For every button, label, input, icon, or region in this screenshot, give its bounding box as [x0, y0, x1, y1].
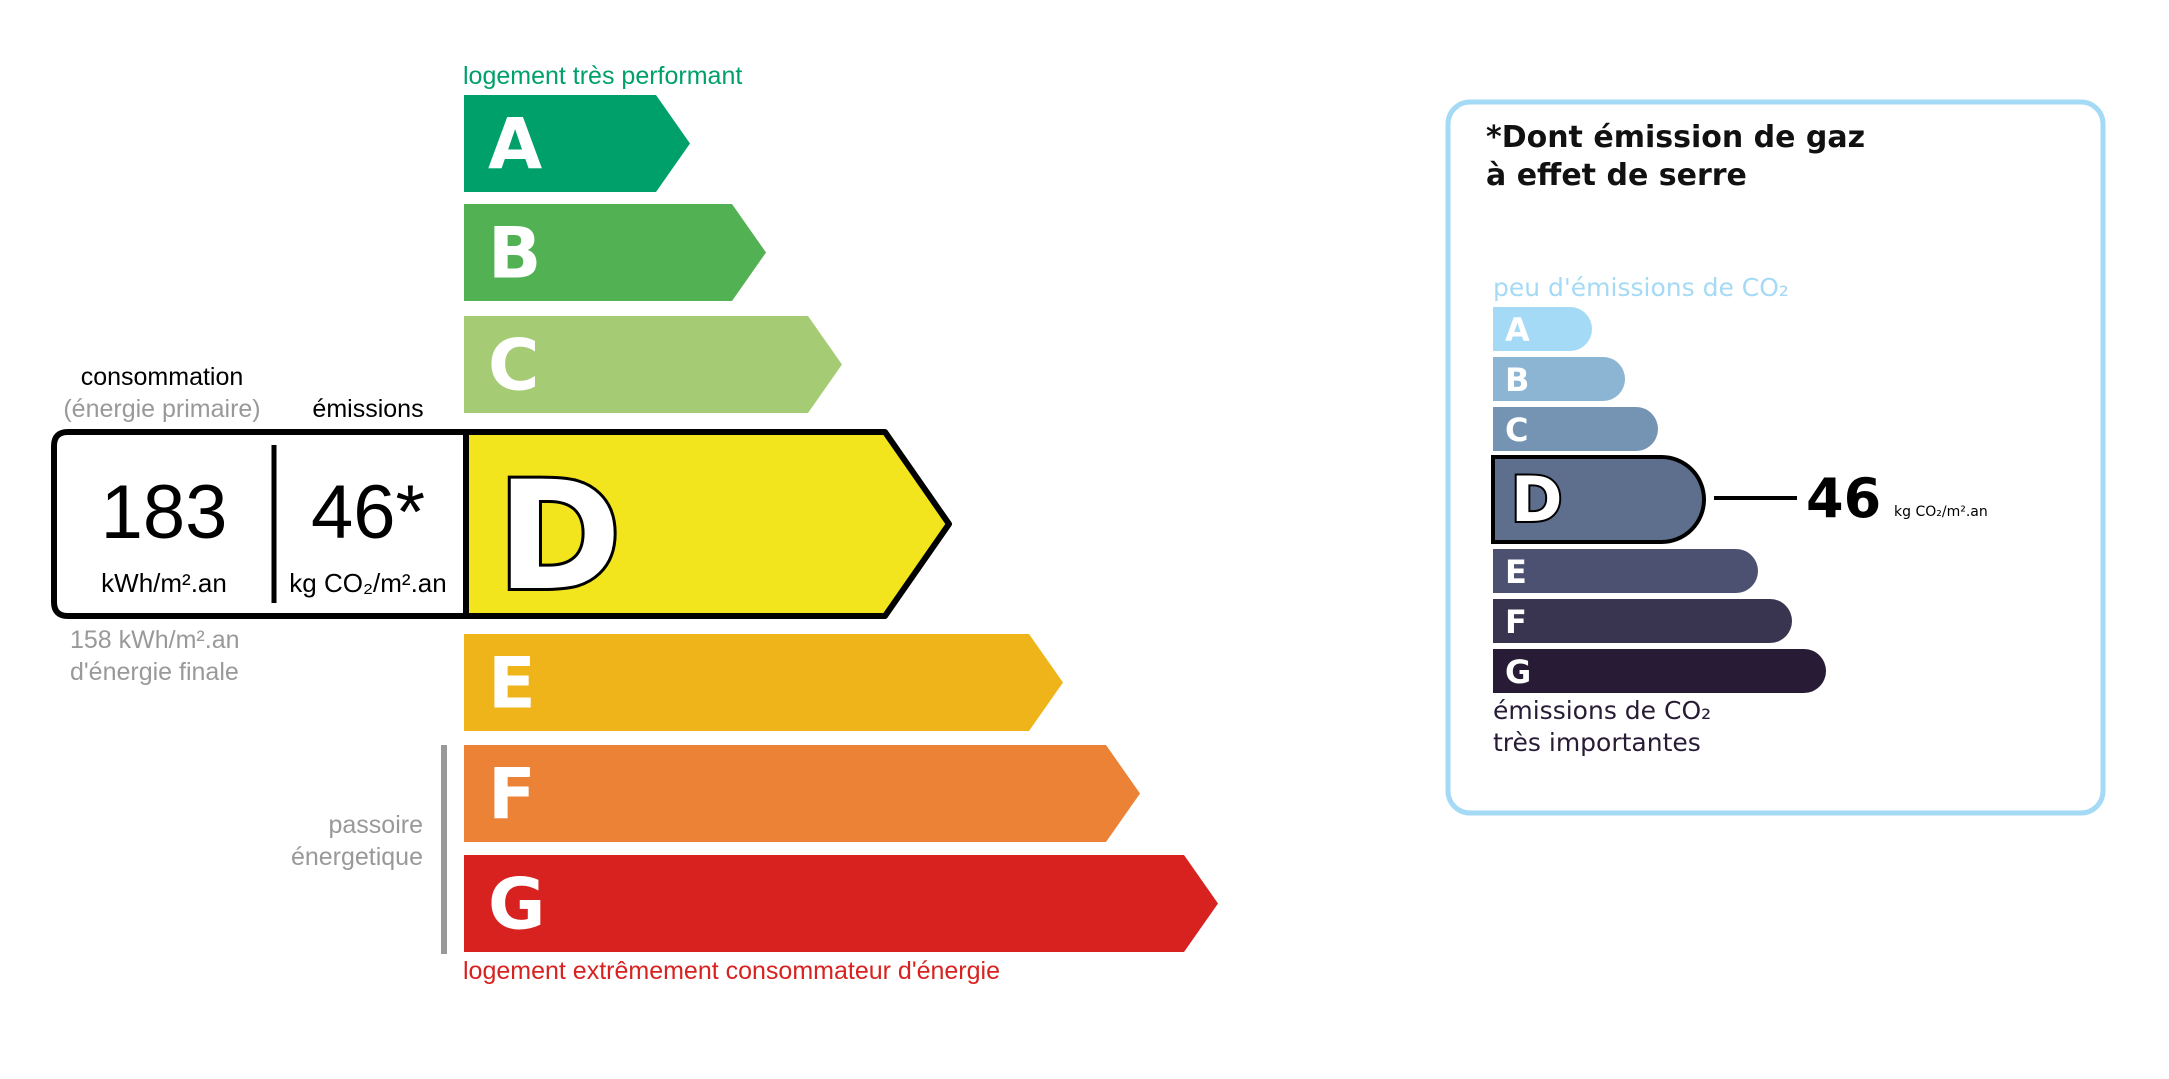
ges-class-bar-b: [1493, 357, 1625, 401]
passoire-label-2: énergetique: [291, 843, 423, 871]
energy-class-bar-b: [464, 204, 766, 301]
consumption-subheader: (énergie primaire): [63, 395, 260, 423]
ges-class-letter-f: F: [1505, 603, 1527, 641]
energy-class-bar-f: [464, 745, 1140, 842]
final-energy-line-1: 158 kWh/m².an: [70, 626, 240, 654]
ges-class-letter-c: C: [1505, 411, 1528, 449]
energy-class-letter-f: F: [488, 754, 536, 836]
ges-class-letter-b: B: [1505, 361, 1529, 399]
energy-scale: ABC EFG: [464, 95, 1218, 952]
energy-top-label: logement très performant: [463, 62, 742, 90]
ges-value: 46: [1806, 467, 1881, 530]
ges-title-line-2: à effet de serre: [1486, 158, 1747, 193]
ges-bottom-label-2: très importantes: [1493, 728, 1701, 757]
energy-class-bar-a: [464, 95, 690, 192]
energy-bottom-label: logement extrêmement consommateur d'éner…: [463, 957, 1000, 985]
final-energy-line-2: d'énergie finale: [70, 658, 239, 686]
current-energy-class-letter: D: [497, 450, 622, 624]
ges-class-letter-e: E: [1505, 553, 1527, 591]
energy-class-bar-g: [464, 855, 1218, 952]
ges-unit: kg CO₂/m².an: [1894, 504, 1988, 520]
ges-class-letter-a: A: [1505, 311, 1530, 349]
energy-class-bar-c: [464, 316, 842, 413]
emissions-header: émissions: [312, 395, 423, 423]
emissions-unit: kg CO₂/m².an: [289, 568, 446, 598]
ges-top-label: peu d'émissions de CO₂: [1493, 273, 1789, 302]
ges-class-letter-d: D: [1511, 463, 1562, 536]
passoire-label-1: passoire: [329, 811, 424, 839]
energy-class-bar-e: [464, 634, 1063, 731]
ges-class-letter-g: G: [1505, 653, 1531, 691]
energy-class-letter-b: B: [488, 213, 541, 295]
ges-class-bar-g: [1493, 649, 1826, 693]
ges-class-bar-a: [1493, 307, 1592, 351]
emissions-value: 46*: [311, 470, 425, 555]
ges-class-bar-d: [1491, 455, 1706, 544]
ges-bottom-label-1: émissions de CO₂: [1493, 696, 1711, 725]
energy-class-letter-e: E: [488, 643, 536, 725]
consumption-header: consommation: [81, 363, 244, 391]
energy-class-letter-g: G: [488, 864, 545, 946]
passoire-bracket: [441, 745, 447, 954]
ges-class-bar-c: [1493, 407, 1658, 451]
ges-class-bar-e: [1493, 549, 1758, 593]
ges-class-bar-f: [1493, 599, 1792, 643]
values-box: [51, 429, 469, 619]
energy-class-letter-c: C: [488, 325, 539, 407]
energy-class-letter-a: A: [488, 104, 542, 186]
ges-title-line-1: *Dont émission de gaz: [1486, 120, 1865, 155]
consumption-unit: kWh/m².an: [101, 568, 227, 598]
consumption-value: 183: [101, 470, 228, 555]
